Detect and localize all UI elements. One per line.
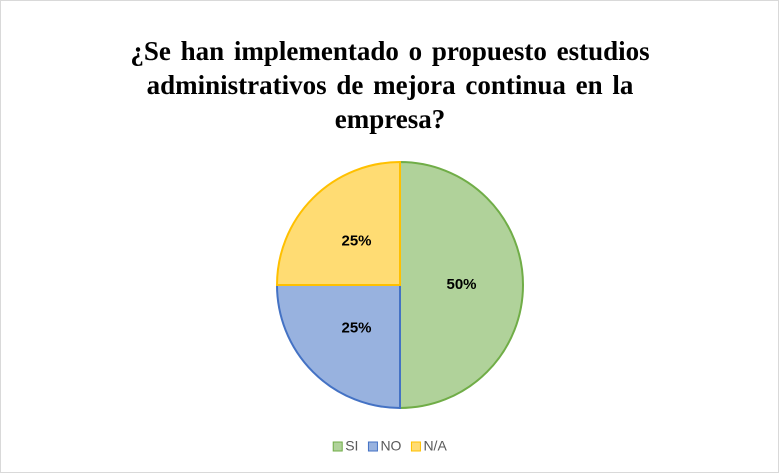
data-label: 25% xyxy=(341,319,371,336)
legend-label: N/A xyxy=(423,438,447,454)
legend-label: SI xyxy=(345,438,358,454)
data-label: 50% xyxy=(446,276,476,293)
legend-swatch xyxy=(332,441,343,452)
chart-title: ¿Se han implementado o propuesto estudio… xyxy=(130,36,650,134)
pie-slice xyxy=(275,284,401,410)
data-label: 25% xyxy=(341,232,371,249)
pie-slice xyxy=(275,160,401,286)
legend-label: NO xyxy=(380,438,401,454)
legend-swatch xyxy=(410,441,421,452)
pie-slice xyxy=(399,160,524,410)
legend-swatch xyxy=(367,441,378,452)
